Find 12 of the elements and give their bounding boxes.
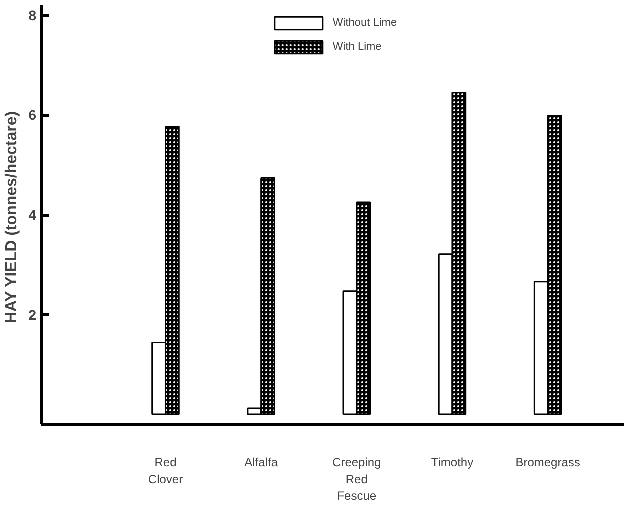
y-tick-label: 4 xyxy=(28,207,37,223)
y-tick-label: 2 xyxy=(28,306,37,323)
y-axis-title: HAY YIELD (tonnes/hectare) xyxy=(4,111,21,324)
legend-label: Without Lime xyxy=(332,17,398,29)
x-tick-label: Timothy xyxy=(431,456,474,470)
x-tick-label: Creeping Red Fescue xyxy=(332,456,382,504)
legend-label: With Lime xyxy=(332,41,382,53)
y-tick-label: 8 xyxy=(28,7,37,24)
y-tick-label: 6 xyxy=(28,107,37,124)
x-tick-label: Bromegrass xyxy=(516,456,580,470)
x-tick-label: Red Clover xyxy=(148,456,184,486)
x-tick-label: Alfalfa xyxy=(244,456,278,470)
